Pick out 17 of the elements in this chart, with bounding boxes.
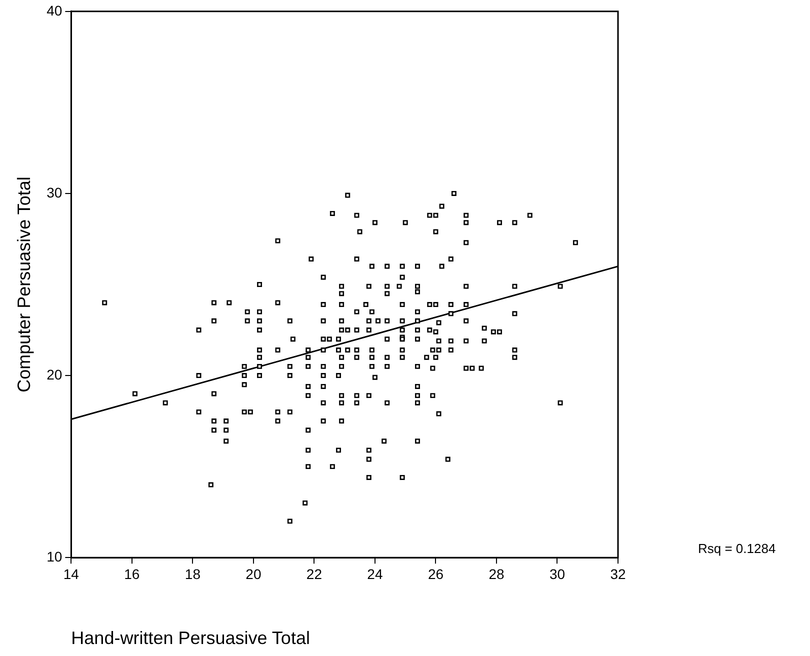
x-tick-label: 24 xyxy=(367,566,383,582)
x-tick-label: 14 xyxy=(63,566,80,582)
x-tick-label: 18 xyxy=(184,566,201,582)
y-tick-label: 40 xyxy=(46,2,62,18)
y-tick-label: 10 xyxy=(46,548,62,564)
x-tick-label: 20 xyxy=(246,566,262,582)
x-axis-title: Hand-written Persuasive Total xyxy=(71,628,310,648)
text: Rsq = 0.1284 xyxy=(698,541,776,556)
y-tick-label: 20 xyxy=(46,366,62,382)
x-tick-label: 16 xyxy=(124,566,140,582)
x-tick-label: 28 xyxy=(488,566,504,582)
x-tick-label: 22 xyxy=(306,566,322,582)
y-axis-title: Computer Persuasive Total xyxy=(14,176,34,392)
x-tick-label: 30 xyxy=(549,566,566,582)
y-tick-label: 30 xyxy=(46,184,62,200)
x-tick-label: 32 xyxy=(610,566,626,582)
x-tick-label: 26 xyxy=(428,566,444,582)
